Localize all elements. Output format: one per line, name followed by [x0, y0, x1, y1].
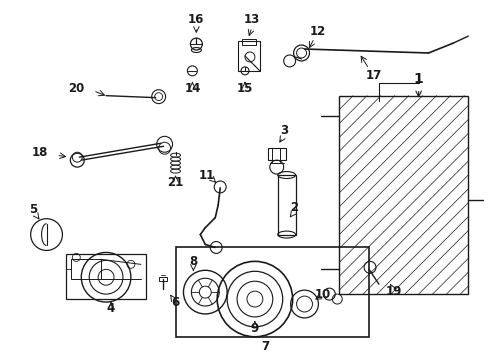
Text: 21: 21 — [167, 176, 183, 189]
Text: 5: 5 — [29, 203, 38, 216]
Text: 6: 6 — [171, 296, 179, 309]
Text: 20: 20 — [68, 82, 84, 95]
Text: 15: 15 — [236, 82, 253, 95]
Bar — [267, 148, 285, 160]
Text: 18: 18 — [31, 146, 48, 159]
Text: 16: 16 — [188, 13, 204, 26]
Bar — [339, 96, 468, 294]
Text: 17: 17 — [365, 69, 381, 82]
Text: 10: 10 — [314, 288, 330, 301]
Bar — [158, 277, 166, 281]
Bar — [242, 39, 255, 45]
Text: 1: 1 — [413, 72, 423, 86]
Text: 14: 14 — [184, 82, 200, 95]
Text: 13: 13 — [244, 13, 260, 26]
Text: 3: 3 — [280, 124, 288, 137]
Bar — [175, 247, 368, 337]
Bar — [277, 175, 295, 235]
Text: 7: 7 — [260, 340, 268, 353]
Text: 19: 19 — [385, 285, 401, 298]
Bar — [238, 41, 259, 71]
Bar — [66, 255, 145, 299]
Text: 12: 12 — [309, 24, 325, 38]
Text: 11: 11 — [199, 168, 215, 181]
Bar — [71, 260, 101, 279]
Text: 8: 8 — [189, 255, 197, 268]
Text: 9: 9 — [250, 322, 259, 336]
Text: 4: 4 — [107, 302, 115, 315]
Text: 2: 2 — [290, 201, 298, 214]
